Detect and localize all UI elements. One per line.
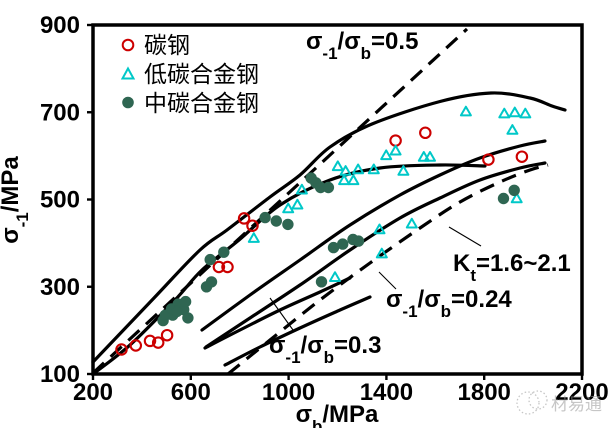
svg-text:σ-1/σb=0.5: σ-1/σb=0.5 bbox=[306, 28, 418, 63]
svg-text:300: 300 bbox=[40, 274, 80, 301]
svg-text:500: 500 bbox=[40, 187, 80, 214]
svg-text:100: 100 bbox=[40, 361, 80, 388]
svg-text:900: 900 bbox=[40, 12, 80, 39]
svg-text:碳钢: 碳钢 bbox=[144, 32, 190, 58]
svg-text:600: 600 bbox=[171, 379, 211, 406]
svg-text:1800: 1800 bbox=[458, 379, 511, 406]
svg-text:低碳合金钢: 低碳合金钢 bbox=[144, 61, 259, 87]
svg-text:Kt=1.6~2.1: Kt=1.6~2.1 bbox=[453, 250, 571, 285]
svg-text:σb/MPa: σb/MPa bbox=[296, 401, 379, 428]
svg-text:中碳合金钢: 中碳合金钢 bbox=[144, 90, 259, 116]
svg-text:σ-1/σb=0.24: σ-1/σb=0.24 bbox=[386, 286, 512, 321]
svg-text:σ-1/MPa: σ-1/MPa bbox=[0, 156, 32, 244]
svg-text:700: 700 bbox=[40, 99, 80, 126]
svg-text:材易通: 材易通 bbox=[551, 395, 602, 414]
svg-text:σ-1/σb=0.3: σ-1/σb=0.3 bbox=[269, 332, 381, 367]
